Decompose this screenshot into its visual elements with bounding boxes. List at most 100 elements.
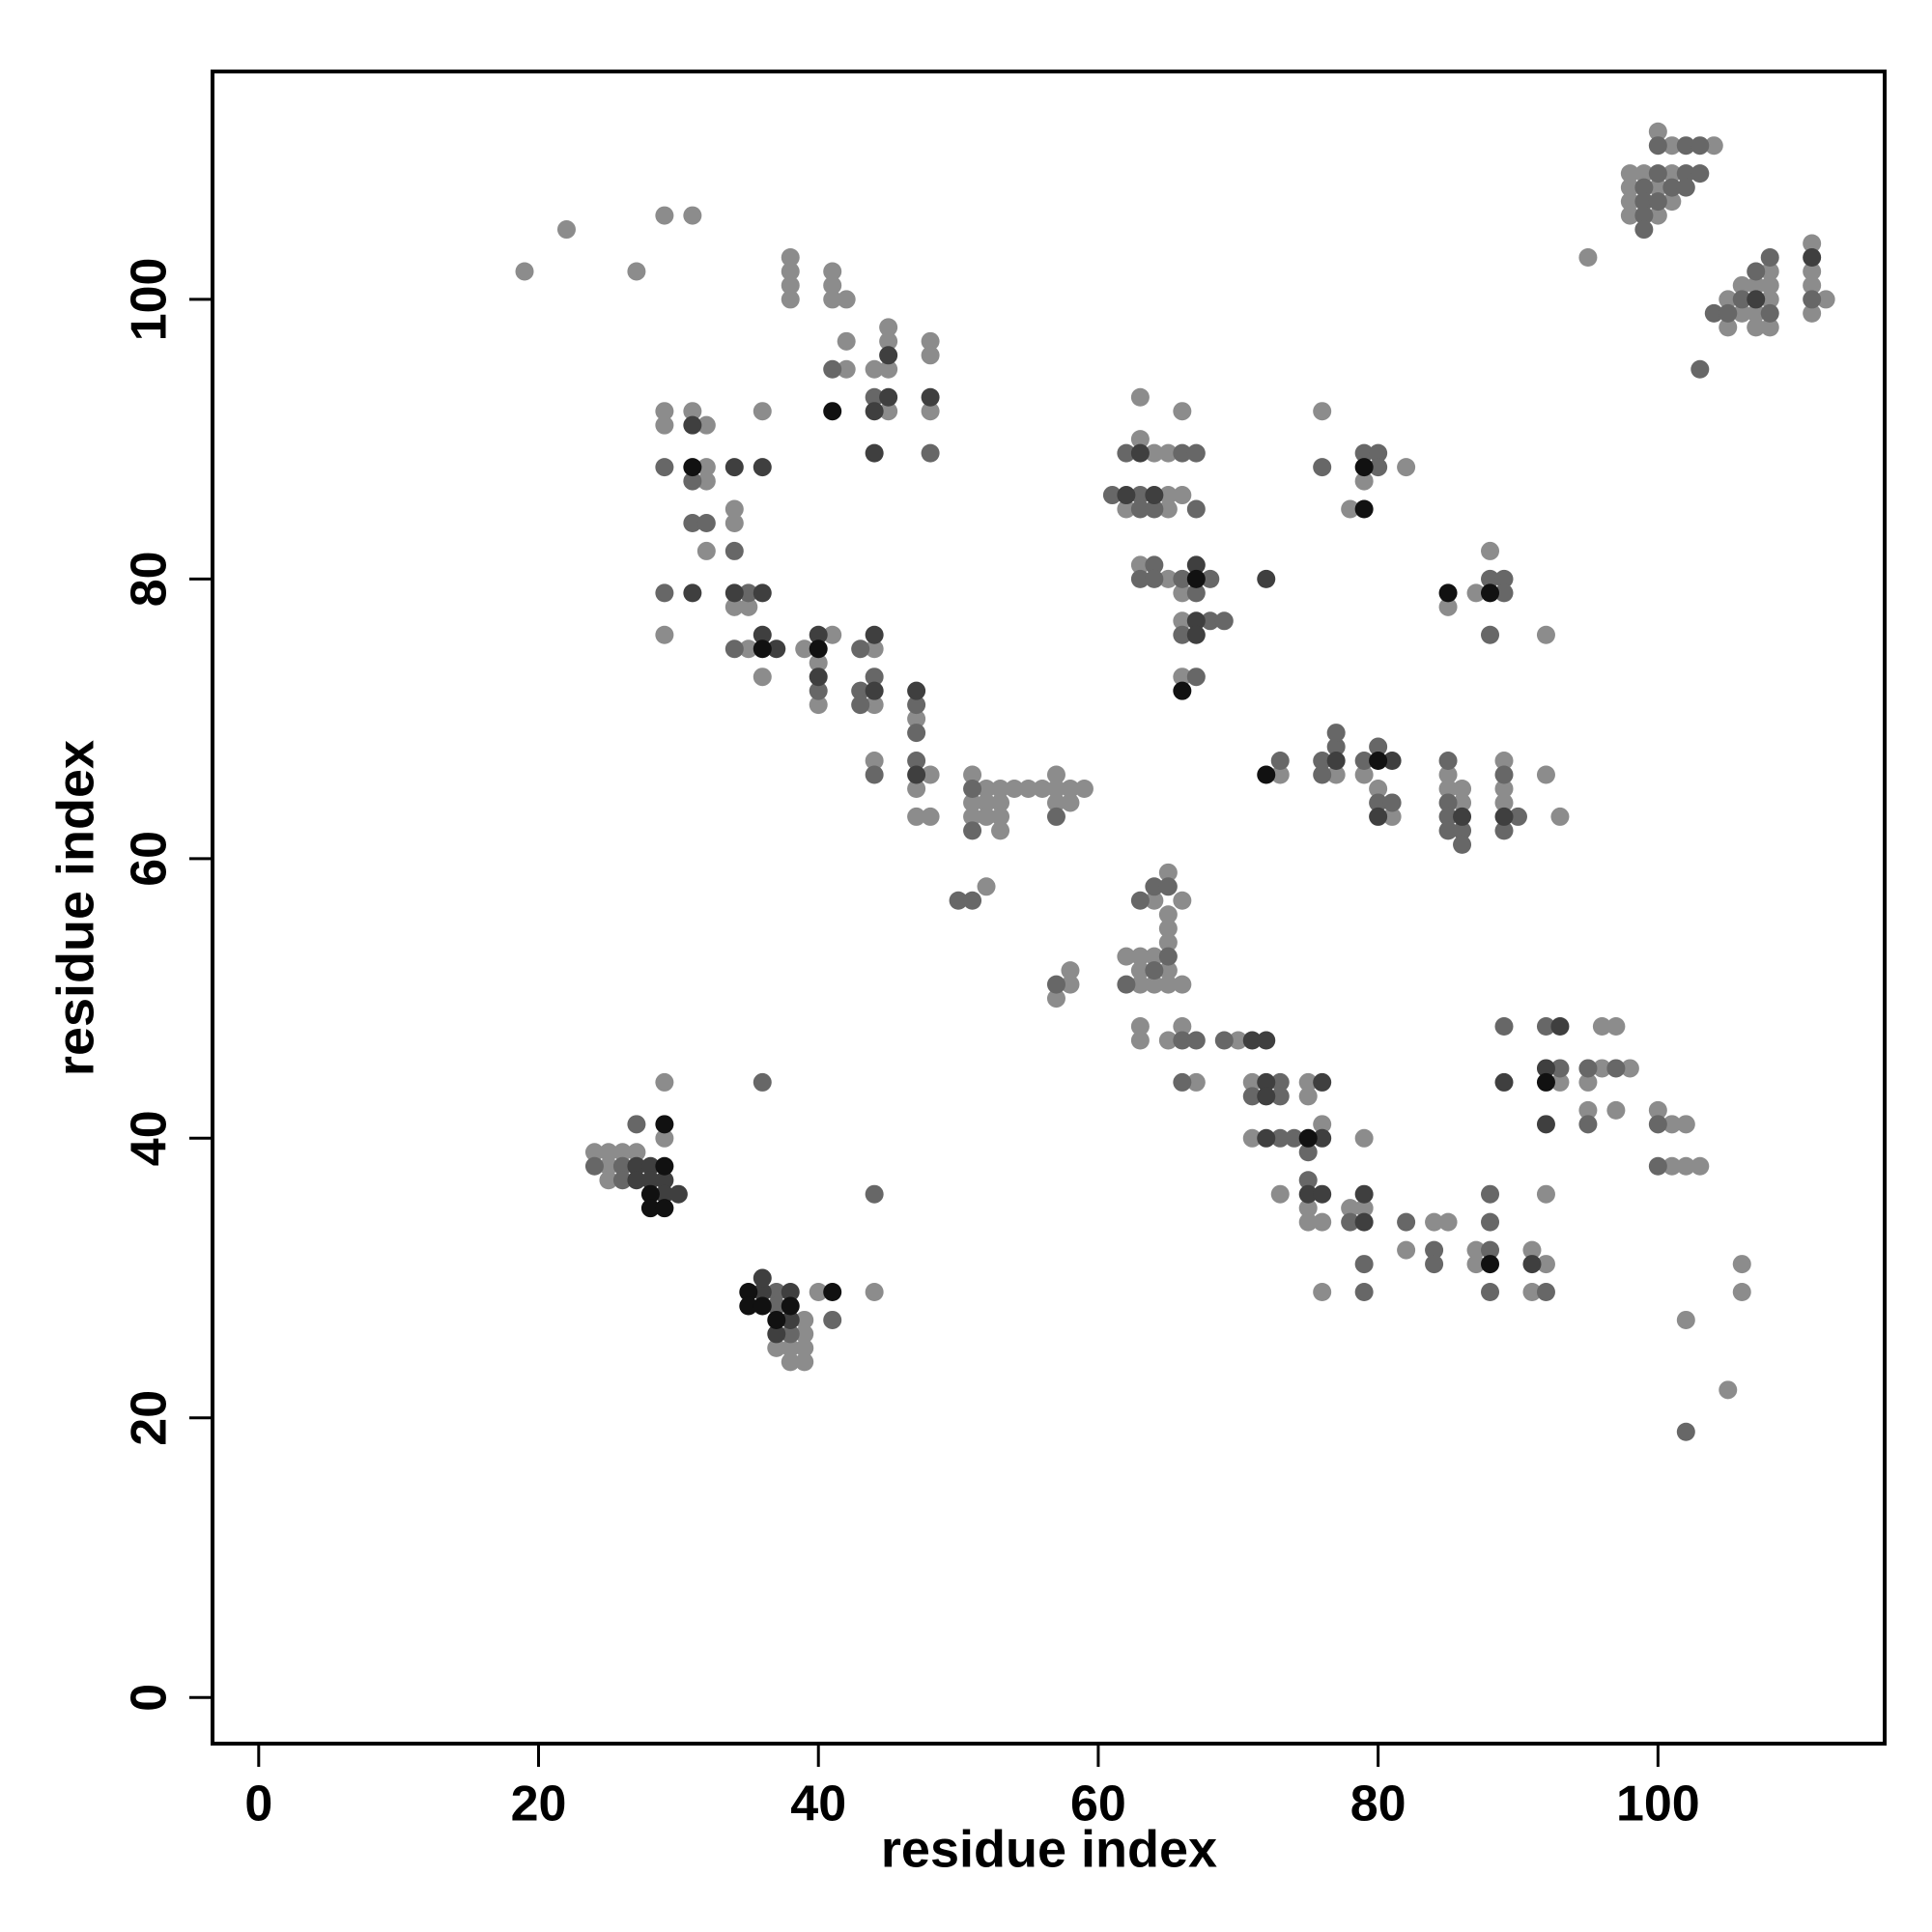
point: [1046, 765, 1065, 784]
point: [1354, 458, 1374, 477]
point: [865, 752, 884, 771]
point: [1634, 220, 1654, 240]
point: [1257, 569, 1276, 588]
point: [1676, 1310, 1695, 1329]
point: [1061, 975, 1080, 994]
point: [739, 597, 758, 616]
point: [1270, 1184, 1290, 1204]
point: [1285, 1128, 1304, 1148]
point: [1186, 555, 1206, 575]
point: [809, 639, 828, 659]
point: [1173, 583, 1192, 603]
point: [1620, 1059, 1639, 1078]
point: [1158, 975, 1178, 994]
point: [753, 625, 772, 644]
point: [907, 807, 926, 826]
point: [1186, 499, 1206, 519]
point: [1145, 569, 1164, 588]
point: [1158, 443, 1178, 463]
point: [1453, 793, 1472, 812]
point: [879, 318, 898, 337]
point: [753, 458, 772, 477]
point: [1648, 122, 1667, 141]
point: [907, 779, 926, 798]
point: [1158, 961, 1178, 980]
point: [1676, 136, 1695, 156]
point: [655, 1156, 674, 1176]
point: [1494, 821, 1514, 840]
point: [823, 262, 842, 281]
point: [1648, 178, 1667, 197]
point: [1313, 1115, 1332, 1134]
point: [1719, 303, 1738, 323]
point: [1648, 1100, 1667, 1120]
point: [809, 1283, 828, 1302]
point: [1438, 597, 1458, 616]
point: [1130, 430, 1150, 449]
point: [1158, 1031, 1178, 1050]
point: [1158, 569, 1178, 588]
point: [1732, 303, 1751, 323]
point: [655, 625, 674, 644]
point: [1173, 1017, 1192, 1037]
point: [1732, 1283, 1751, 1302]
point: [1173, 402, 1192, 421]
point: [1354, 499, 1374, 519]
point: [1747, 318, 1766, 337]
point: [1369, 443, 1388, 463]
point: [1648, 136, 1667, 156]
point: [1102, 486, 1122, 505]
point: [627, 1143, 646, 1162]
point: [1354, 1128, 1374, 1148]
point: [977, 877, 996, 896]
point: [1550, 807, 1570, 826]
point: [823, 290, 842, 309]
point: [781, 247, 800, 267]
point: [753, 1072, 772, 1092]
point: [753, 1268, 772, 1288]
point: [921, 346, 940, 365]
point: [1130, 443, 1150, 463]
point: [1313, 1212, 1332, 1232]
point: [1145, 961, 1164, 980]
point: [1592, 1017, 1611, 1037]
point: [1620, 178, 1639, 197]
point: [655, 206, 674, 225]
point: [1145, 891, 1164, 910]
point: [879, 331, 898, 351]
point: [1130, 569, 1150, 588]
point: [1494, 1072, 1514, 1092]
point: [1494, 569, 1514, 588]
point: [1648, 206, 1667, 225]
point: [1550, 1072, 1570, 1092]
point: [1074, 779, 1094, 798]
point: [1453, 807, 1472, 826]
point: [1046, 807, 1065, 826]
point: [865, 1283, 884, 1302]
point: [907, 681, 926, 700]
point: [1214, 1031, 1234, 1050]
point: [1522, 1240, 1542, 1260]
point: [865, 402, 884, 421]
point: [1494, 583, 1514, 603]
point: [963, 793, 982, 812]
point: [879, 346, 898, 365]
point: [879, 387, 898, 407]
y-tick-label: 40: [122, 1110, 178, 1166]
point: [823, 625, 842, 644]
point: [1550, 1017, 1570, 1037]
point: [1354, 752, 1374, 771]
point: [1382, 807, 1402, 826]
point: [1046, 975, 1065, 994]
point: [1536, 625, 1555, 644]
point: [1704, 303, 1723, 323]
point: [1634, 164, 1654, 184]
point: [823, 275, 842, 295]
point: [1354, 765, 1374, 784]
point: [879, 359, 898, 379]
point: [1242, 1031, 1262, 1050]
point: [1145, 555, 1164, 575]
point: [865, 625, 884, 644]
point: [851, 681, 870, 700]
